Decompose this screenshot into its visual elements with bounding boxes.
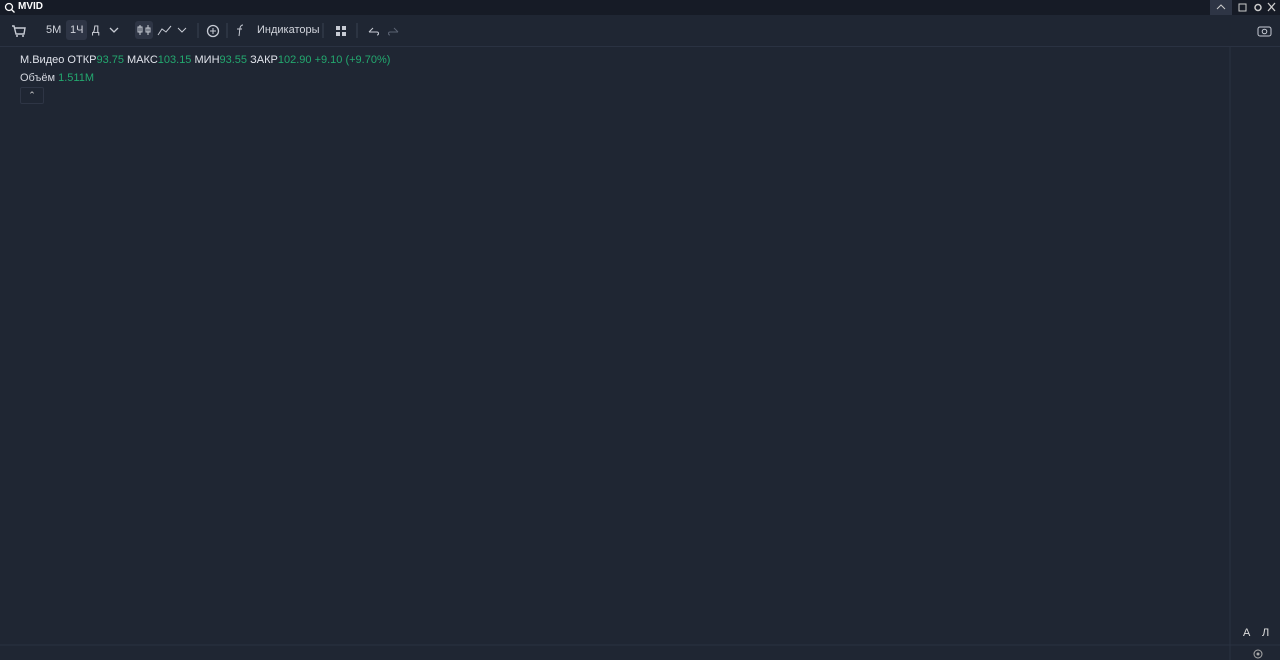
collapse-button[interactable]: ⌃ xyxy=(20,87,44,104)
volume-value: 1.511M xyxy=(58,72,94,84)
toolbar: 5M 1Ч Д Индикаторы xyxy=(0,15,1280,47)
scale-auto[interactable]: А xyxy=(1243,627,1251,639)
volume-label: Объём xyxy=(20,72,56,84)
legend-label: МИН xyxy=(194,54,220,66)
volume-legend: Объём 1.511M ⌃ xyxy=(20,72,94,104)
scale-log[interactable]: Л xyxy=(1262,627,1270,639)
search-text[interactable]: MVID xyxy=(18,1,43,12)
interval-button[interactable]: 5M xyxy=(46,24,62,36)
camera-icon[interactable] xyxy=(1257,24,1273,38)
search-icon xyxy=(4,2,15,13)
indicators-button[interactable]: Индикаторы xyxy=(257,24,320,36)
symbol-name: М.Видео xyxy=(20,54,65,66)
cart-icon[interactable] xyxy=(11,24,27,38)
settings-icon[interactable] xyxy=(1252,648,1264,660)
window-controls[interactable] xyxy=(1210,0,1280,15)
title-bar: MVID xyxy=(0,0,1280,15)
interval-button[interactable]: 1Ч xyxy=(66,20,88,40)
legend-label: ОТКР xyxy=(67,54,97,66)
legend-value: 103.15 xyxy=(157,54,192,66)
legend-label: ЗАКР xyxy=(250,54,278,66)
legend: М.Видео ОТКР93.75 МАКС103.15 МИН93.55 ЗА… xyxy=(20,54,390,66)
interval-button[interactable]: Д xyxy=(92,24,100,36)
toolbar-icons[interactable] xyxy=(105,15,405,46)
legend-change: +9.10 (+9.70%) xyxy=(314,54,391,66)
legend-value: 93.55 xyxy=(219,54,248,66)
legend-label: МАКС xyxy=(127,54,158,66)
legend-value: 93.75 xyxy=(96,54,124,66)
legend-value: 102.90 xyxy=(277,54,312,66)
